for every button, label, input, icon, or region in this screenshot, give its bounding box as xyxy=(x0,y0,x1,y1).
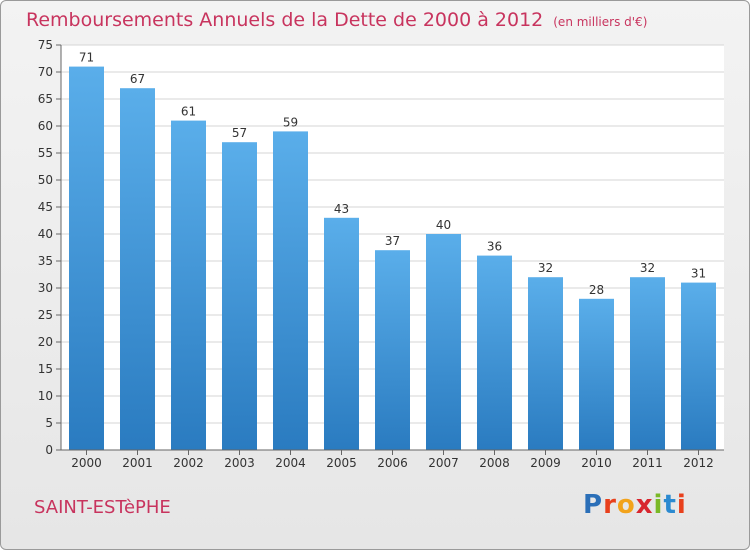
y-tick-label: 50 xyxy=(38,173,53,187)
y-tick-label: 75 xyxy=(38,38,53,52)
y-tick-label: 25 xyxy=(38,308,53,322)
data-label: 67 xyxy=(130,72,145,86)
x-tick-label: 2005 xyxy=(326,456,357,470)
x-tick-label: 2002 xyxy=(173,456,204,470)
y-tick-label: 45 xyxy=(38,200,53,214)
x-tick-label: 2011 xyxy=(632,456,663,470)
data-label: 43 xyxy=(334,202,349,216)
bar xyxy=(120,88,155,450)
x-tick-label: 2012 xyxy=(683,456,714,470)
bar xyxy=(273,131,308,450)
y-tick-label: 15 xyxy=(38,362,53,376)
bar xyxy=(171,120,206,450)
x-tick-label: 2010 xyxy=(581,456,612,470)
bar xyxy=(477,255,512,450)
logo-letter: P xyxy=(583,490,604,520)
bars-group: 71 67 61 57 59 43 37 40 36 32 28 32 31 xyxy=(69,51,716,450)
data-label: 31 xyxy=(691,267,706,281)
y-tick-label: 40 xyxy=(38,227,53,241)
y-tick-label: 35 xyxy=(38,254,53,268)
data-label: 36 xyxy=(487,240,502,254)
y-tick-label: 65 xyxy=(38,92,53,106)
y-tick-label: 55 xyxy=(38,146,53,160)
y-tick-label: 70 xyxy=(38,65,53,79)
bar xyxy=(324,217,359,450)
x-tick-label: 2009 xyxy=(530,456,561,470)
logo-letter: i xyxy=(653,490,664,520)
chart-title: Remboursements Annuels de la Dette de 20… xyxy=(26,9,647,31)
x-tick-label: 2006 xyxy=(377,456,408,470)
x-tick-label: 2007 xyxy=(428,456,459,470)
proxiti-logo: Proxiti xyxy=(583,490,687,520)
logo-letter: x xyxy=(635,490,654,520)
bar xyxy=(681,282,716,450)
chart-subtitle: (en milliers d'€) xyxy=(553,15,648,29)
y-tick-label: 20 xyxy=(38,335,53,349)
y-tick-label: 60 xyxy=(38,119,53,133)
bar xyxy=(579,298,614,450)
data-label: 61 xyxy=(181,105,196,119)
y-tick-label: 0 xyxy=(45,443,53,457)
data-label: 28 xyxy=(589,283,604,297)
data-label: 37 xyxy=(385,234,400,248)
data-label: 59 xyxy=(283,115,298,129)
bar xyxy=(375,250,410,450)
commune-name: SAINT-ESTèPHE xyxy=(34,497,171,518)
bar xyxy=(222,142,257,450)
x-tick-label: 2001 xyxy=(122,456,153,470)
logo-letter: o xyxy=(616,490,636,520)
logo-letter: t xyxy=(663,490,677,520)
y-tick-label: 5 xyxy=(45,416,53,430)
data-label: 71 xyxy=(79,51,94,65)
bar xyxy=(69,66,104,450)
data-label: 40 xyxy=(436,218,451,232)
data-label: 32 xyxy=(538,261,553,275)
x-tick-label: 2008 xyxy=(479,456,510,470)
x-tick-label: 2003 xyxy=(224,456,255,470)
x-tick-label: 2000 xyxy=(71,456,102,470)
logo-letter: r xyxy=(603,490,617,520)
y-tick-label: 10 xyxy=(38,389,53,403)
y-tick-label: 30 xyxy=(38,281,53,295)
bar xyxy=(630,277,665,450)
axes-group: 0 5 10 15 20 25 30 35 40 45 50 55 60 65 70 75 2000 2001 20… xyxy=(38,38,724,470)
logo-letter: i xyxy=(676,490,687,520)
x-tick-label: 2004 xyxy=(275,456,306,470)
title-text: Remboursements Annuels de la Dette de 20… xyxy=(26,9,544,31)
data-label: 57 xyxy=(232,126,247,140)
bar xyxy=(528,277,563,450)
bar xyxy=(426,234,461,450)
data-label: 32 xyxy=(640,261,655,275)
